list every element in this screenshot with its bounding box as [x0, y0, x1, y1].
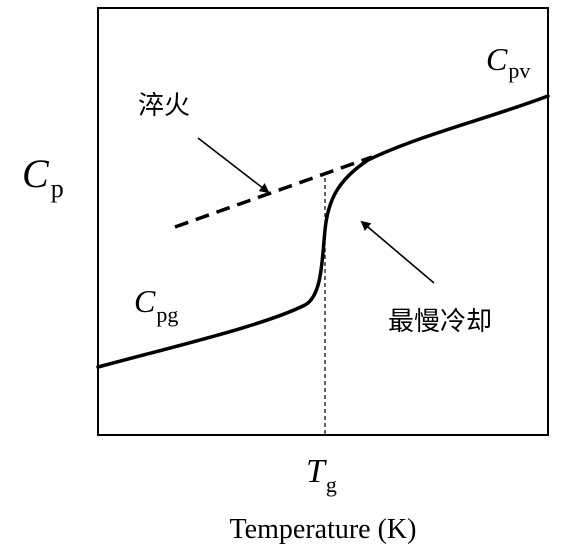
y-axis-label: Cp	[22, 151, 64, 203]
glass-curve-symbol: C	[134, 283, 156, 319]
cp-curve	[96, 94, 550, 369]
plot-frame	[97, 7, 549, 436]
tg-subscript: g	[326, 472, 337, 497]
liquid-curve-symbol: C	[486, 41, 508, 77]
y-axis-symbol: C	[22, 151, 50, 196]
slow-cool-arrow	[360, 220, 435, 284]
y-axis-subscript: p	[51, 174, 64, 203]
tg-symbol: T	[306, 453, 327, 490]
liquid-curve-label: Cpv	[486, 41, 530, 83]
quench-arrow	[197, 137, 270, 194]
quench-dashed-line	[174, 155, 373, 229]
tg-label: Tg	[306, 453, 337, 497]
liquid-curve-subscript: pv	[508, 58, 530, 83]
slow-cool-label: 最慢冷却	[388, 307, 492, 337]
glass-curve-subscript: pg	[156, 302, 178, 327]
quench-label: 淬火	[138, 91, 190, 121]
x-axis-label: Temperature (K)	[230, 514, 417, 545]
glass-curve-label: Cpg	[134, 283, 178, 327]
